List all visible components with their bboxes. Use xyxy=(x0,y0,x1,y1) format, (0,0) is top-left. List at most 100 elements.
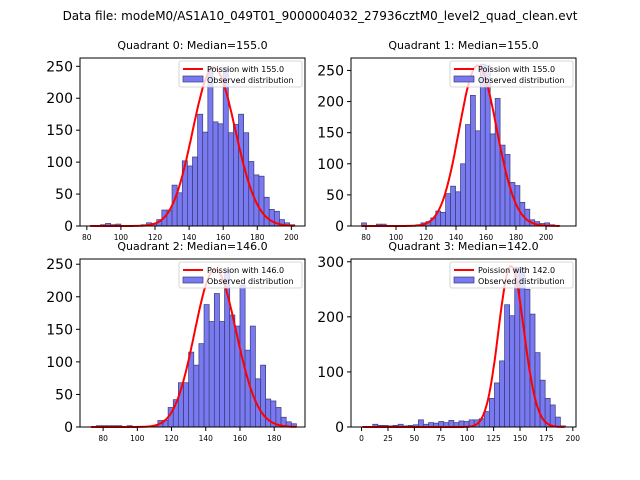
histogram-bar xyxy=(489,398,495,428)
y-tick-label: 200 xyxy=(46,91,73,107)
x-tick-label: 100 xyxy=(389,233,404,242)
histogram-bar xyxy=(529,313,536,428)
histogram-bar xyxy=(198,343,205,428)
axes-frame xyxy=(79,57,306,227)
x-tick-label: 150 xyxy=(513,434,528,443)
x-tick-label: 50 xyxy=(410,434,420,443)
legend-box xyxy=(449,261,574,289)
legend: Poission with 155.0 Observed distribution xyxy=(449,60,574,88)
subplot-title: Quadrant 2: Median=146.0 xyxy=(117,240,267,253)
y-tick-label: 0 xyxy=(335,420,344,436)
legend-label-observed: Observed distribution xyxy=(478,277,565,286)
x-tick-label: 160 xyxy=(479,233,494,242)
y-tick-label: 0 xyxy=(335,219,344,235)
histogram-bar xyxy=(213,293,220,428)
subplot-title: Quadrant 3: Median=142.0 xyxy=(388,240,538,253)
x-tick-label: 0 xyxy=(359,434,364,443)
x-tick-label: 140 xyxy=(182,233,197,242)
y-tick-label: 200 xyxy=(46,290,73,306)
histogram-bar xyxy=(489,133,496,227)
legend-label-poisson: Poission with 155.0 xyxy=(207,65,284,74)
histogram-bar xyxy=(475,130,481,227)
x-tick-label: 140 xyxy=(449,233,464,242)
subplot-quadrant-3: Quadrant 3: Median=142.0 0 100 200 300 0 25 50 7… xyxy=(317,240,580,443)
axes-frame xyxy=(350,258,577,428)
histogram-bar xyxy=(193,364,200,428)
x-tick-label: 80 xyxy=(361,233,371,242)
legend: Poission with 155.0 Observed distribution xyxy=(178,60,303,88)
histogram-bar xyxy=(207,67,214,227)
histogram-bar xyxy=(504,304,511,428)
x-tick-label: 25 xyxy=(383,434,393,443)
legend-box xyxy=(178,60,303,88)
histogram-bar xyxy=(229,314,236,428)
y-tick-label: 50 xyxy=(326,188,344,204)
legend-bar-swatch xyxy=(453,276,475,284)
x-tick-label: 120 xyxy=(419,233,434,242)
histogram-bar xyxy=(470,94,476,227)
legend-label-observed: Observed distribution xyxy=(478,76,565,85)
histogram-bar xyxy=(499,360,505,428)
histogram-bar xyxy=(494,382,500,428)
y-tick-label: 250 xyxy=(317,63,344,79)
histogram-bar xyxy=(554,416,561,428)
y-tick-label: 300 xyxy=(317,255,344,271)
histogram-bar xyxy=(455,191,461,227)
legend-label-poisson: Poission with 146.0 xyxy=(207,266,284,275)
x-tick-label: 160 xyxy=(233,434,248,443)
y-tick-label: 250 xyxy=(46,257,73,273)
legend-bar-swatch xyxy=(453,75,475,83)
histogram-bar xyxy=(460,163,466,227)
y-tick-label: 150 xyxy=(46,322,73,338)
histogram-bar xyxy=(249,325,256,428)
y-tick-label: 50 xyxy=(55,387,73,403)
y-tick-label: 0 xyxy=(64,219,73,235)
y-tick-label: 100 xyxy=(46,155,73,171)
y-tick-label: 0 xyxy=(64,420,73,436)
histogram-bar xyxy=(534,352,541,428)
histogram-bar xyxy=(504,154,511,227)
histogram-bar xyxy=(445,193,451,227)
x-tick-label: 100 xyxy=(130,434,145,443)
histogram-bar xyxy=(192,156,198,227)
histogram-bar xyxy=(494,98,501,227)
legend-box xyxy=(449,60,574,88)
histogram-bar xyxy=(238,113,244,227)
y-tick-label: 100 xyxy=(317,365,344,381)
legend-bar-swatch xyxy=(182,276,204,284)
histogram-bar xyxy=(509,315,516,428)
y-tick-label: 50 xyxy=(55,187,73,203)
histogram-bar xyxy=(450,185,456,227)
x-tick-label: 200 xyxy=(566,434,581,443)
histogram-bar xyxy=(187,165,193,227)
x-tick-label: 100 xyxy=(460,434,475,443)
legend: Poission with 142.0 Observed distribution xyxy=(449,261,574,289)
subplot-title: Quadrant 0: Median=155.0 xyxy=(117,39,267,52)
histogram-bar xyxy=(268,209,275,227)
x-tick-label: 180 xyxy=(509,233,524,242)
histogram-bar xyxy=(219,321,225,428)
y-tick-label: 200 xyxy=(317,310,344,326)
x-tick-label: 180 xyxy=(250,233,265,242)
y-tick-label: 200 xyxy=(317,95,344,111)
x-tick-label: 120 xyxy=(164,434,179,443)
y-tick-label: 150 xyxy=(317,126,344,142)
histogram-bar xyxy=(465,124,471,227)
x-tick-label: 180 xyxy=(267,434,282,443)
axes-frame xyxy=(350,57,577,227)
x-tick-label: 80 xyxy=(98,434,108,443)
x-tick-label: 75 xyxy=(436,434,446,443)
x-tick-label: 200 xyxy=(284,233,299,242)
histogram-bar xyxy=(244,349,251,428)
axes-frame xyxy=(79,258,306,428)
legend-label-poisson: Poission with 142.0 xyxy=(478,266,555,275)
y-tick-label: 100 xyxy=(317,157,344,173)
histogram-bar xyxy=(418,419,424,428)
x-tick-label: 80 xyxy=(82,233,92,242)
subplot-quadrant-0: Quadrant 0: Median=155.0 0 50 100 150 200 250 8… xyxy=(46,39,306,242)
x-tick-label: 140 xyxy=(199,434,214,443)
histogram-bar xyxy=(227,132,234,227)
y-tick-label: 250 xyxy=(46,59,73,75)
histogram-bar xyxy=(549,404,556,428)
histogram-bar xyxy=(217,123,224,227)
